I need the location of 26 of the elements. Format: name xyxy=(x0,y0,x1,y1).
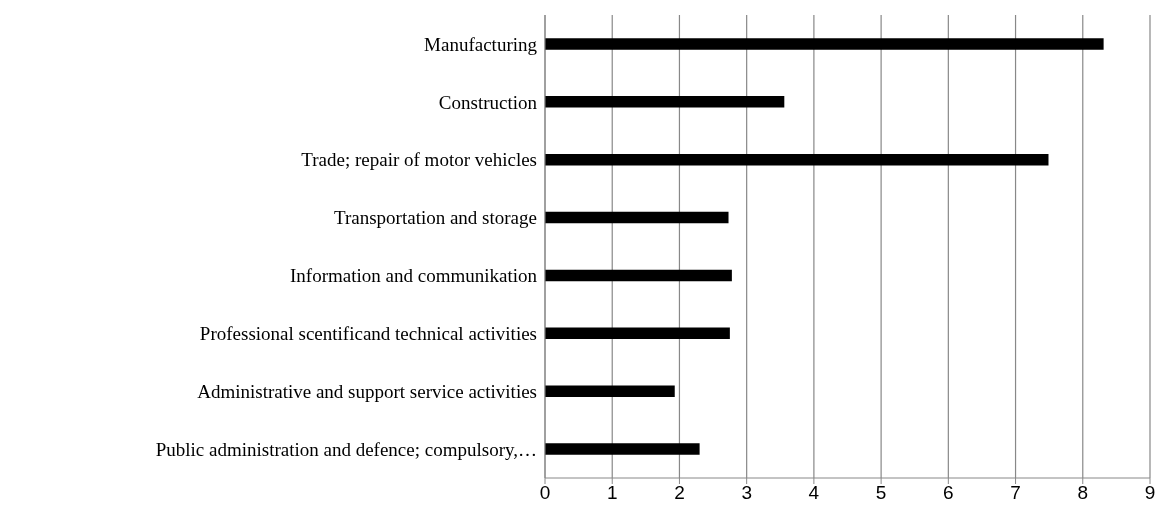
x-tick-label: 6 xyxy=(943,482,954,504)
x-tick-label: 3 xyxy=(741,482,752,504)
y-tick-label: Transportation and storage xyxy=(334,207,537,229)
bar xyxy=(545,96,785,108)
y-tick-label: Professional scentificand technical activities xyxy=(199,323,537,345)
bar xyxy=(545,443,700,455)
bar xyxy=(545,385,675,397)
x-tick-label: 4 xyxy=(808,482,820,504)
y-tick-label: Manufacturing xyxy=(424,33,538,55)
y-tick-label: Information and communikation xyxy=(290,265,538,287)
x-tick-label: 0 xyxy=(539,482,551,504)
y-tick-label: Administrative and support service activities xyxy=(197,380,537,402)
x-tick-label: 9 xyxy=(1144,482,1156,504)
x-tick-label: 5 xyxy=(875,482,887,504)
x-tick-label: 7 xyxy=(1010,482,1021,504)
bar xyxy=(545,153,1049,166)
bar xyxy=(545,327,730,340)
bar xyxy=(545,211,729,224)
bar xyxy=(545,269,732,282)
bar xyxy=(545,38,1104,50)
x-tick-label: 8 xyxy=(1077,482,1089,504)
x-tick-label: 1 xyxy=(606,482,618,504)
y-tick-label: Construction xyxy=(438,91,538,113)
y-tick-label: Trade; repair of motor vehicles xyxy=(301,149,537,171)
y-tick-label: Public administration and defence; compulsory,… xyxy=(155,438,537,460)
x-tick-label: 2 xyxy=(674,482,685,504)
